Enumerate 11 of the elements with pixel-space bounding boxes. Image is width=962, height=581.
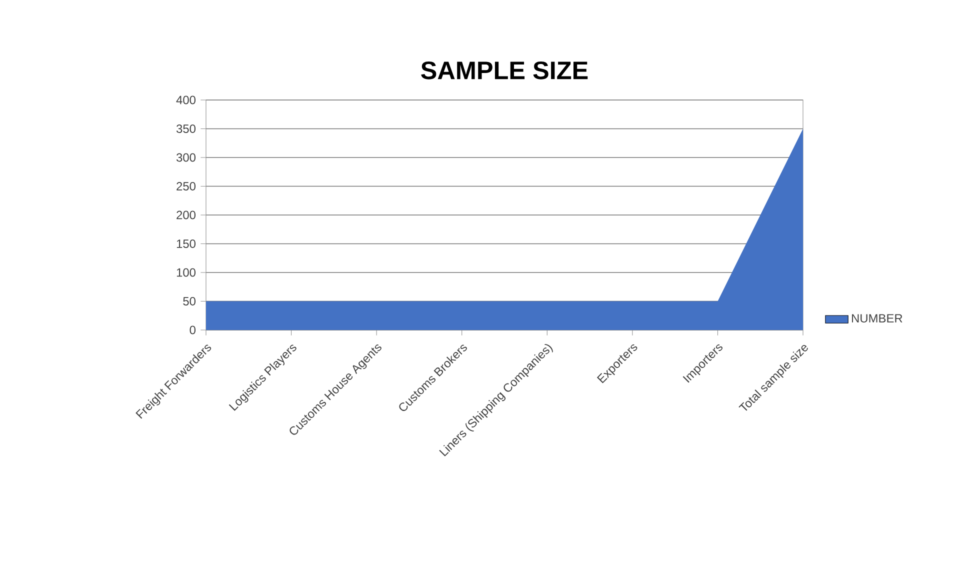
y-tick-label: 350 [176,124,196,133]
legend-label: NUMBER [852,314,902,323]
y-tick-label: 150 [176,240,196,248]
y-tick-label: 400 [176,96,196,104]
y-tick-label: 0 [190,326,196,334]
y-tick-label: 50 [183,297,196,306]
y-tick-label: 300 [176,153,196,162]
y-tick-label: 200 [176,210,196,220]
chart-title: SAMPLE SIZE [421,61,588,80]
y-tick-label: 100 [176,268,196,277]
y-tick-label: 250 [176,182,196,190]
